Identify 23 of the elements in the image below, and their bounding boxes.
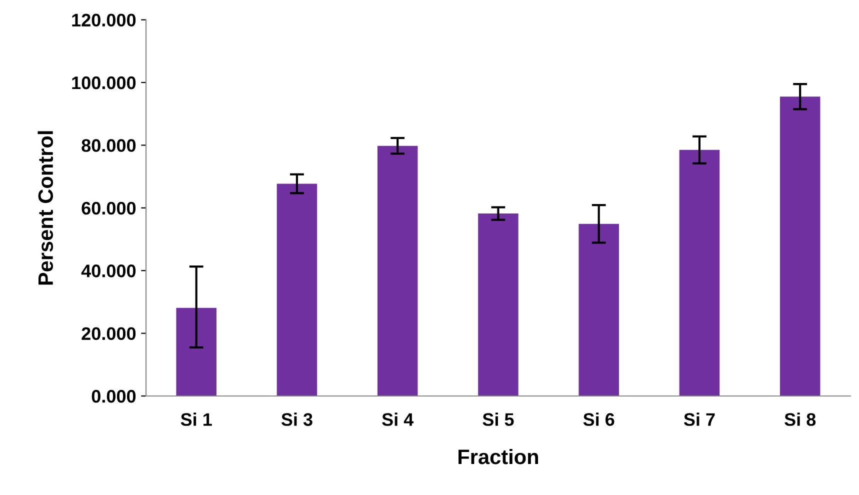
bar (176, 308, 216, 396)
y-axis-title: Persent Control (38, 131, 54, 285)
y-tick-label: 80.000 (82, 139, 136, 152)
x-tick-label: Si 6 (583, 412, 614, 426)
bar (276, 184, 318, 396)
bar (377, 146, 418, 396)
bar (478, 214, 518, 396)
bar (679, 150, 720, 396)
x-tick-label: Si 4 (382, 412, 414, 426)
x-tick-label: Si 7 (684, 412, 715, 426)
x-tick-label: Si 1 (180, 412, 212, 426)
y-tick-label: 0.000 (92, 390, 136, 403)
bar (578, 224, 619, 396)
y-tick-label: 60.000 (82, 202, 136, 215)
x-axis-title: Fraction (458, 448, 538, 464)
x-tick-label: Si 3 (281, 412, 312, 426)
y-tick-label: 40.000 (81, 264, 136, 278)
bar (780, 96, 820, 396)
y-tick-label: 120.000 (72, 14, 136, 27)
x-tick-label: Si 5 (482, 412, 514, 426)
y-tick-label: 100.000 (72, 76, 136, 90)
x-tick-label: Si 8 (784, 412, 816, 426)
y-tick-label: 20.000 (82, 327, 136, 340)
